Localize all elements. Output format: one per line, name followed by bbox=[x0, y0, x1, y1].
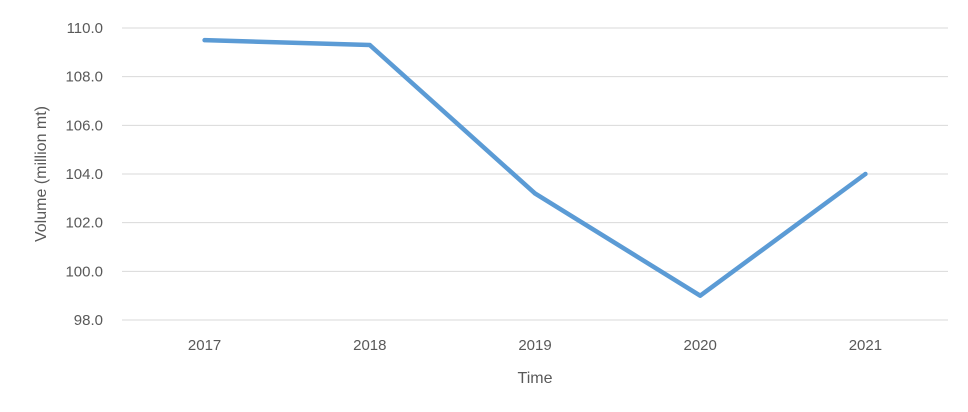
y-tick-label: 102.0 bbox=[65, 215, 103, 232]
y-tick-label: 108.0 bbox=[65, 69, 103, 86]
x-tick-label: 2019 bbox=[518, 337, 551, 354]
data-point bbox=[698, 293, 703, 298]
data-point bbox=[863, 172, 868, 176]
y-tick-label: 106.0 bbox=[65, 117, 103, 134]
x-axis-ticks: 2017 2018 2019 2020 2021 bbox=[188, 337, 882, 354]
y-tick-label: 110.0 bbox=[67, 20, 103, 37]
x-tick-label: 2018 bbox=[353, 337, 386, 354]
series-line bbox=[202, 37, 868, 298]
data-point bbox=[533, 191, 537, 196]
y-axis-ticks: 98.0 100.0 102.0 104.0 106.0 108.0 110.0 bbox=[65, 20, 103, 329]
x-tick-label: 2020 bbox=[684, 337, 717, 354]
data-point bbox=[367, 43, 372, 48]
y-tick-label: 104.0 bbox=[65, 166, 103, 183]
y-tick-label: 98.0 bbox=[74, 312, 103, 329]
data-point bbox=[202, 38, 207, 43]
x-tick-label: 2021 bbox=[849, 337, 882, 354]
x-axis-title: Time bbox=[518, 370, 553, 387]
series-layer bbox=[202, 37, 868, 298]
y-axis-title: Volume (million mt) bbox=[33, 106, 50, 242]
gridlines bbox=[122, 27, 948, 321]
x-tick-label: 2017 bbox=[188, 337, 221, 354]
y-tick-label: 100.0 bbox=[65, 263, 103, 280]
